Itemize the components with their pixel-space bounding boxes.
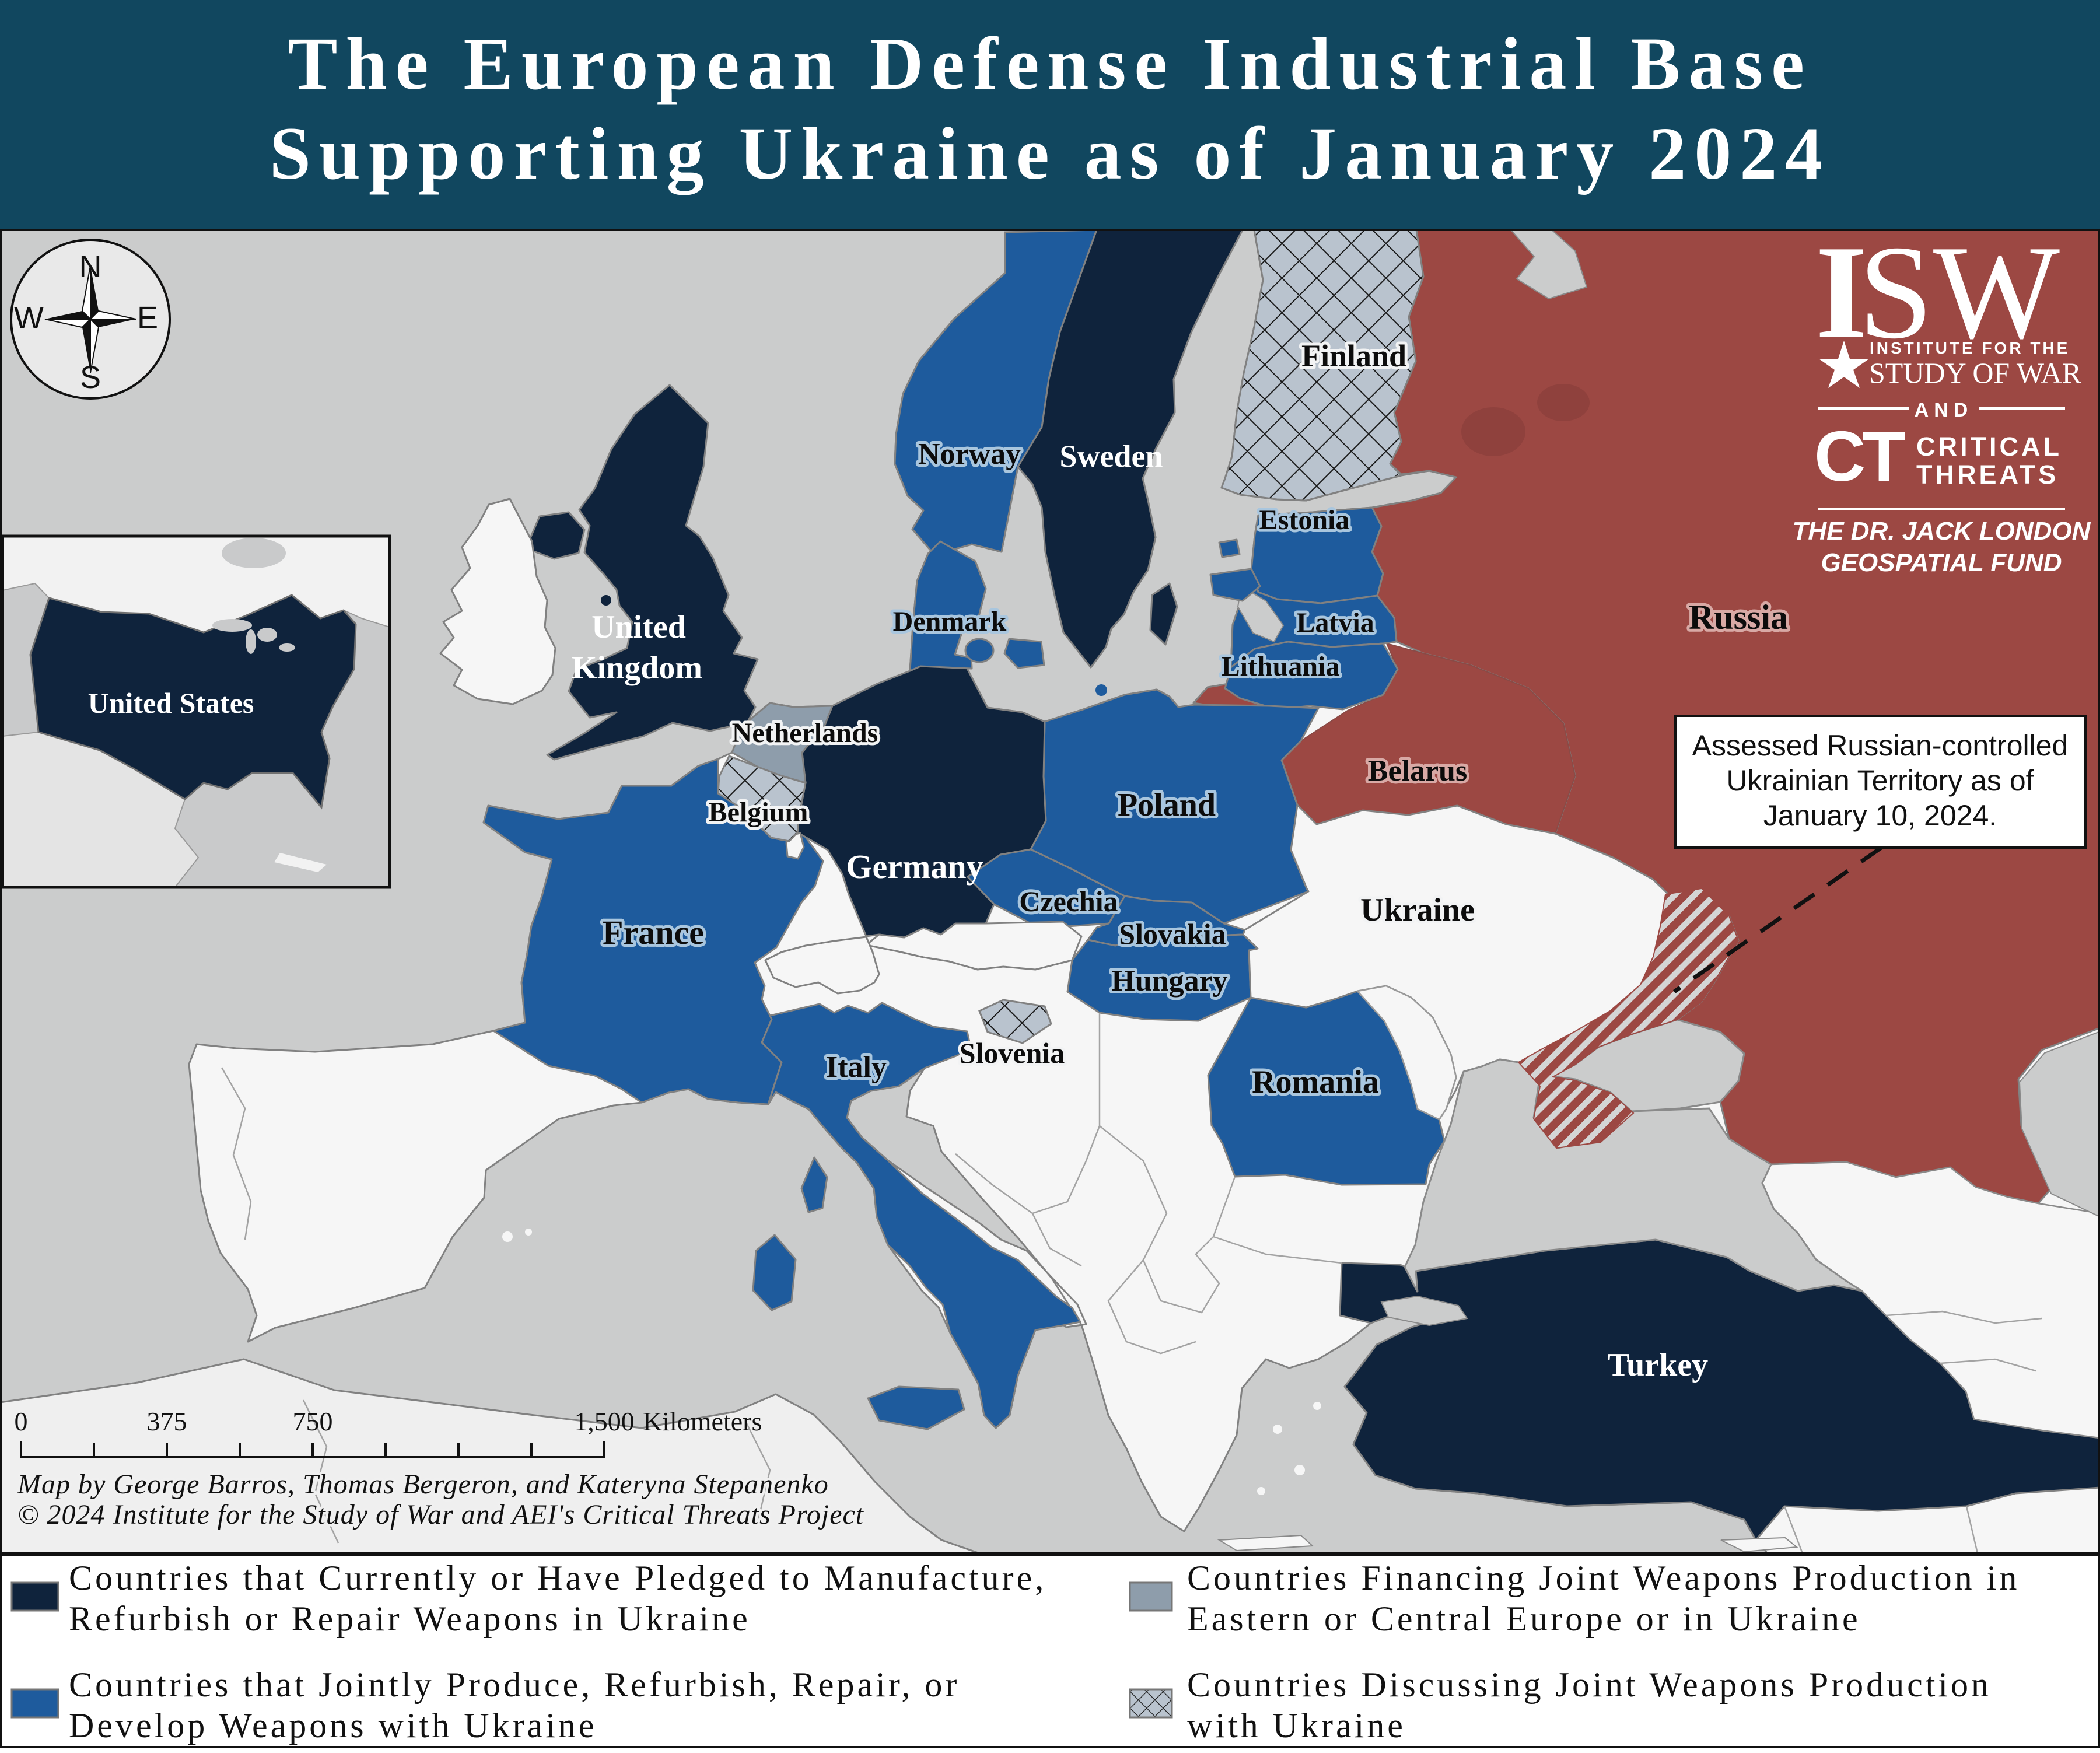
svg-text:The European Defense Industria: The European Defense Industrial Base xyxy=(288,22,1812,105)
svg-text:THE DR. JACK LONDON: THE DR. JACK LONDON xyxy=(1793,517,2091,545)
svg-text:W: W xyxy=(14,300,44,335)
svg-text:CRITICAL: CRITICAL xyxy=(1916,432,2062,461)
svg-text:Kilometers: Kilometers xyxy=(643,1406,762,1436)
svg-text:with Ukraine: with Ukraine xyxy=(1187,1706,1406,1745)
svg-text:Netherlands: Netherlands xyxy=(732,718,878,748)
svg-text:Belgium: Belgium xyxy=(709,797,808,828)
svg-text:CT: CT xyxy=(1814,417,1905,496)
svg-text:Latvia: Latvia xyxy=(1296,607,1374,638)
svg-text:GEOSPATIAL FUND: GEOSPATIAL FUND xyxy=(1821,548,2062,577)
svg-text:1,500: 1,500 xyxy=(574,1406,635,1436)
svg-text:Romania: Romania xyxy=(1252,1064,1379,1100)
svg-text:January 10, 2024.: January 10, 2024. xyxy=(1763,799,1997,832)
svg-text:Countries that Currently or Ha: Countries that Currently or Have Pledged… xyxy=(69,1559,1046,1597)
svg-text:N: N xyxy=(79,249,102,284)
svg-text:Estonia: Estonia xyxy=(1259,505,1350,536)
svg-text:Poland: Poland xyxy=(1118,787,1216,823)
svg-text:E: E xyxy=(137,300,158,335)
svg-text:Supporting Ukraine as of Janua: Supporting Ukraine as of January 2024 xyxy=(270,112,1831,195)
svg-text:United: United xyxy=(592,609,686,645)
svg-text:Ukraine: Ukraine xyxy=(1360,892,1475,928)
svg-text:AND: AND xyxy=(1915,399,1973,421)
svg-text:S: S xyxy=(80,360,101,395)
svg-text:Assessed Russian-controlled: Assessed Russian-controlled xyxy=(1692,729,2068,762)
svg-text:THREATS: THREATS xyxy=(1916,460,2059,489)
svg-text:Ukrainian Territory as of: Ukrainian Territory as of xyxy=(1726,764,2034,797)
svg-text:Turkey: Turkey xyxy=(1608,1347,1708,1383)
svg-text:I: I xyxy=(1815,218,1868,366)
svg-text:375: 375 xyxy=(147,1406,187,1436)
svg-text:France: France xyxy=(603,914,704,951)
svg-text:Finland: Finland xyxy=(1301,338,1406,373)
svg-text:Sweden: Sweden xyxy=(1059,439,1163,474)
svg-text:Slovakia: Slovakia xyxy=(1119,918,1226,950)
svg-text:Develop Weapons with Ukraine: Develop Weapons with Ukraine xyxy=(69,1706,597,1745)
svg-text:Italy: Italy xyxy=(826,1051,887,1084)
svg-text:STUDY OF WAR: STUDY OF WAR xyxy=(1869,356,2082,389)
svg-text:750: 750 xyxy=(293,1406,333,1436)
svg-text:Czechia: Czechia xyxy=(1019,885,1118,918)
svg-text:Denmark: Denmark xyxy=(893,606,1007,637)
svg-text:© 2024 Institute for the Study: © 2024 Institute for the Study of War an… xyxy=(18,1499,864,1530)
svg-text:Lithuania: Lithuania xyxy=(1222,651,1340,682)
svg-text:Russia: Russia xyxy=(1689,598,1788,636)
svg-text:Slovenia: Slovenia xyxy=(960,1037,1065,1069)
svg-text:Eastern or Central Europe or i: Eastern or Central Europe or in Ukraine xyxy=(1187,1600,1861,1638)
svg-text:Countries Financing Joint Weap: Countries Financing Joint Weapons Produc… xyxy=(1187,1559,2020,1597)
svg-text:Kingdom: Kingdom xyxy=(572,650,702,686)
svg-text:Belarus: Belarus xyxy=(1368,754,1467,788)
svg-text:Refurbish or Repair Weapons in: Refurbish or Repair Weapons in Ukraine xyxy=(69,1600,751,1638)
svg-text:SW: SW xyxy=(1859,218,2060,366)
svg-text:0: 0 xyxy=(15,1406,28,1436)
svg-text:Norway: Norway xyxy=(918,438,1021,471)
svg-text:Map by George Barros, Thomas B: Map by George Barros, Thomas Bergeron, a… xyxy=(17,1469,829,1500)
svg-text:Germany: Germany xyxy=(846,848,983,886)
svg-text:United States: United States xyxy=(88,687,254,719)
svg-text:Hungary: Hungary xyxy=(1111,964,1227,998)
svg-text:INSTITUTE FOR THE: INSTITUTE FOR THE xyxy=(1870,339,2070,357)
svg-text:Countries that Jointly Produce: Countries that Jointly Produce, Refurbis… xyxy=(69,1665,960,1704)
svg-text:Countries Discussing Joint Wea: Countries Discussing Joint Weapons Produ… xyxy=(1187,1665,1992,1704)
